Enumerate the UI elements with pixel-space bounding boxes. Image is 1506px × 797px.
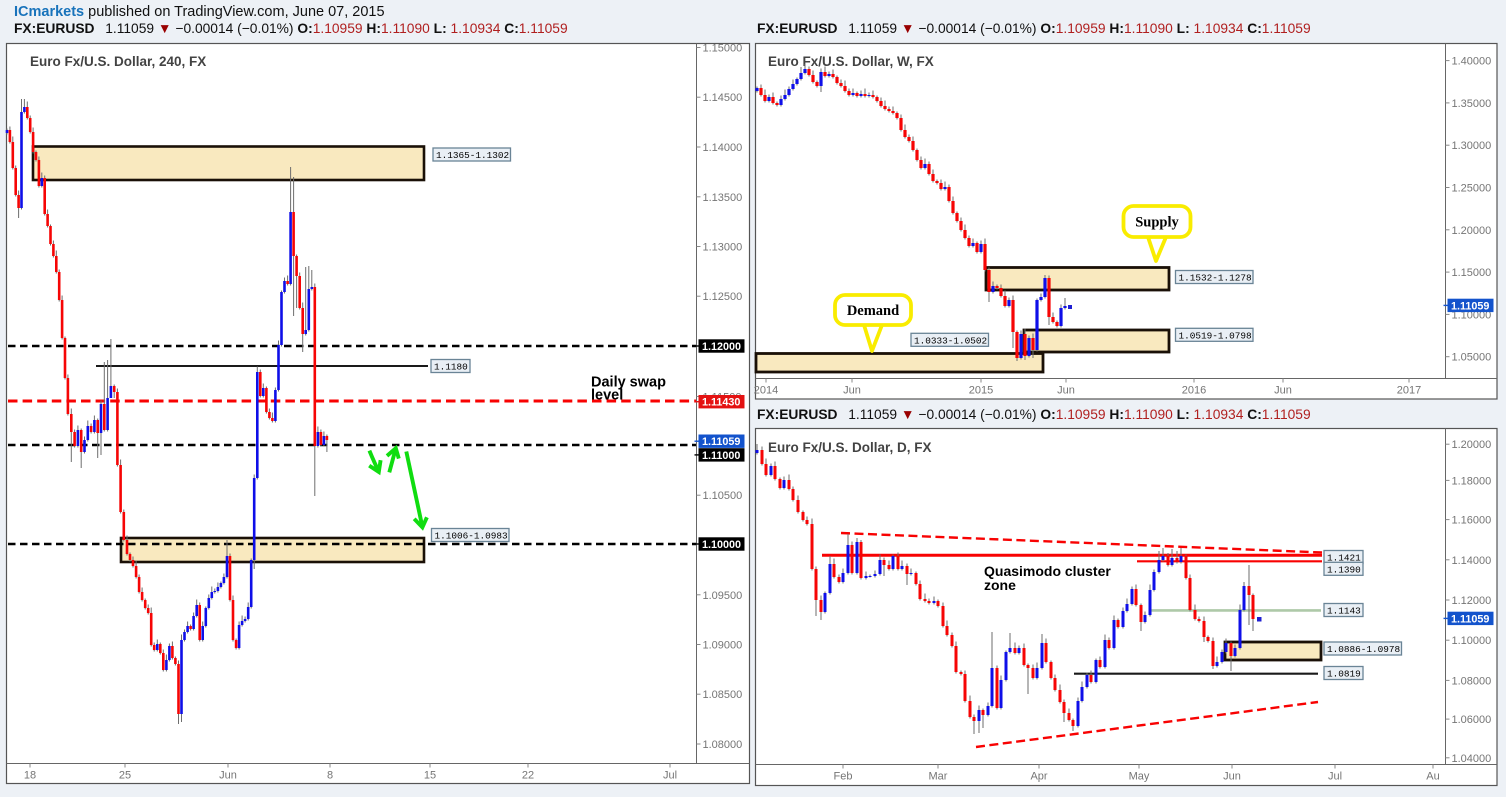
svg-text:Jul: Jul — [1328, 771, 1342, 783]
svg-text:1.12000: 1.12000 — [1452, 595, 1492, 607]
svg-text:1.09500: 1.09500 — [703, 590, 743, 602]
svg-text:1.0519-1.0798: 1.0519-1.0798 — [1179, 330, 1253, 341]
svg-text:1.0333-1.0502: 1.0333-1.0502 — [914, 335, 987, 346]
svg-text:1.08000: 1.08000 — [1452, 675, 1492, 687]
svg-text:Mar: Mar — [929, 771, 948, 783]
svg-text:1.11430: 1.11430 — [702, 397, 740, 409]
svg-text:Jun: Jun — [1057, 385, 1075, 397]
svg-text:2014: 2014 — [754, 385, 778, 397]
svg-text:1.12000: 1.12000 — [702, 341, 741, 353]
svg-text:Jun: Jun — [1223, 771, 1241, 783]
svg-text:1.1365-1.1302: 1.1365-1.1302 — [436, 150, 509, 161]
svg-text:1.08500: 1.08500 — [703, 689, 743, 701]
svg-text:1.12500: 1.12500 — [703, 291, 743, 303]
svg-text:1.11000: 1.11000 — [702, 450, 740, 462]
svg-text:Supply: Supply — [1135, 215, 1179, 231]
svg-text:1.1006-1.0983: 1.1006-1.0983 — [435, 531, 509, 542]
svg-text:1.13500: 1.13500 — [703, 192, 743, 204]
svg-text:1.06000: 1.06000 — [1452, 714, 1492, 726]
svg-text:Jun: Jun — [1274, 385, 1292, 397]
svg-text:Apr: Apr — [1030, 771, 1047, 783]
svg-text:Jun: Jun — [843, 385, 861, 397]
svg-text:FX:EURUSD 1.11059 ▼ −0.00014: FX:EURUSD 1.11059 ▼ −0.00014 (−0.01%) O:… — [757, 407, 1311, 422]
svg-text:Daily swap: Daily swap — [591, 375, 666, 391]
svg-text:Au: Au — [1426, 771, 1439, 783]
svg-text:Demand: Demand — [847, 303, 899, 319]
svg-text:1.25000: 1.25000 — [1452, 183, 1492, 195]
svg-text:22: 22 — [522, 770, 534, 782]
svg-text:1.1180: 1.1180 — [434, 362, 468, 373]
svg-text:1.04000: 1.04000 — [1452, 753, 1492, 765]
svg-text:8: 8 — [327, 770, 333, 782]
svg-text:1.10000: 1.10000 — [1452, 309, 1492, 321]
svg-text:Euro Fx/U.S. Dollar, W, FX: Euro Fx/U.S. Dollar, W, FX — [768, 54, 934, 69]
svg-text:FX:EURUSD 1.11059 ▼ −0.00014: FX:EURUSD 1.11059 ▼ −0.00014 (−0.01%) O:… — [14, 21, 568, 36]
svg-text:1.0819: 1.0819 — [1327, 669, 1361, 680]
svg-text:1.13000: 1.13000 — [703, 242, 743, 254]
svg-text:1.20000: 1.20000 — [1452, 439, 1492, 451]
svg-text:1.30000: 1.30000 — [1452, 140, 1492, 152]
svg-text:1.15000: 1.15000 — [703, 43, 743, 55]
svg-text:Feb: Feb — [834, 771, 853, 783]
svg-text:1.08000: 1.08000 — [703, 739, 743, 751]
svg-text:ICmarkets published on Trading: ICmarkets published on TradingView.com, … — [14, 4, 385, 20]
svg-text:1.16000: 1.16000 — [1452, 515, 1492, 527]
svg-text:1.14000: 1.14000 — [703, 142, 743, 154]
svg-text:1.14000: 1.14000 — [1452, 555, 1492, 567]
svg-text:1.10500: 1.10500 — [703, 490, 743, 502]
svg-text:1.09000: 1.09000 — [703, 640, 743, 652]
svg-text:1.1143: 1.1143 — [1327, 606, 1361, 617]
svg-text:18: 18 — [24, 770, 36, 782]
svg-text:1.35000: 1.35000 — [1452, 98, 1492, 110]
svg-text:1.20000: 1.20000 — [1452, 225, 1492, 237]
svg-text:1.15000: 1.15000 — [1452, 267, 1492, 279]
svg-text:1.11059: 1.11059 — [702, 436, 740, 448]
svg-text:1.0886-1.0978: 1.0886-1.0978 — [1327, 644, 1401, 655]
svg-text:1.1390: 1.1390 — [1327, 564, 1361, 575]
svg-text:1.40000: 1.40000 — [1452, 56, 1492, 68]
svg-text:1.10000: 1.10000 — [702, 539, 741, 551]
svg-text:level: level — [591, 388, 623, 404]
svg-text:May: May — [1129, 771, 1150, 783]
svg-text:1.11059: 1.11059 — [1451, 613, 1489, 625]
svg-text:1.11059: 1.11059 — [1451, 300, 1489, 312]
svg-text:1.10000: 1.10000 — [1452, 635, 1492, 647]
svg-text:Euro Fx/U.S. Dollar, D, FX: Euro Fx/U.S. Dollar, D, FX — [768, 440, 932, 455]
svg-text:1.14500: 1.14500 — [703, 92, 743, 104]
svg-text:2017: 2017 — [1397, 385, 1421, 397]
svg-text:FX:EURUSD 1.11059 ▼ −0.00014: FX:EURUSD 1.11059 ▼ −0.00014 (−0.01%) O:… — [757, 21, 1311, 36]
svg-text:25: 25 — [119, 770, 131, 782]
svg-text:15: 15 — [424, 770, 436, 782]
svg-text:1.18000: 1.18000 — [1452, 475, 1492, 487]
svg-text:1.05000: 1.05000 — [1452, 352, 1492, 364]
svg-text:Euro Fx/U.S. Dollar, 240, FX: Euro Fx/U.S. Dollar, 240, FX — [30, 54, 206, 69]
svg-text:1.1421: 1.1421 — [1327, 553, 1361, 564]
svg-text:1.1532-1.1278: 1.1532-1.1278 — [1179, 273, 1253, 284]
svg-text:Jun: Jun — [219, 770, 237, 782]
svg-text:2015: 2015 — [969, 385, 993, 397]
svg-text:Quasimodo cluster: Quasimodo cluster — [984, 563, 1111, 579]
svg-text:Jul: Jul — [663, 770, 677, 782]
svg-text:zone: zone — [984, 577, 1016, 593]
svg-text:2016: 2016 — [1182, 385, 1206, 397]
